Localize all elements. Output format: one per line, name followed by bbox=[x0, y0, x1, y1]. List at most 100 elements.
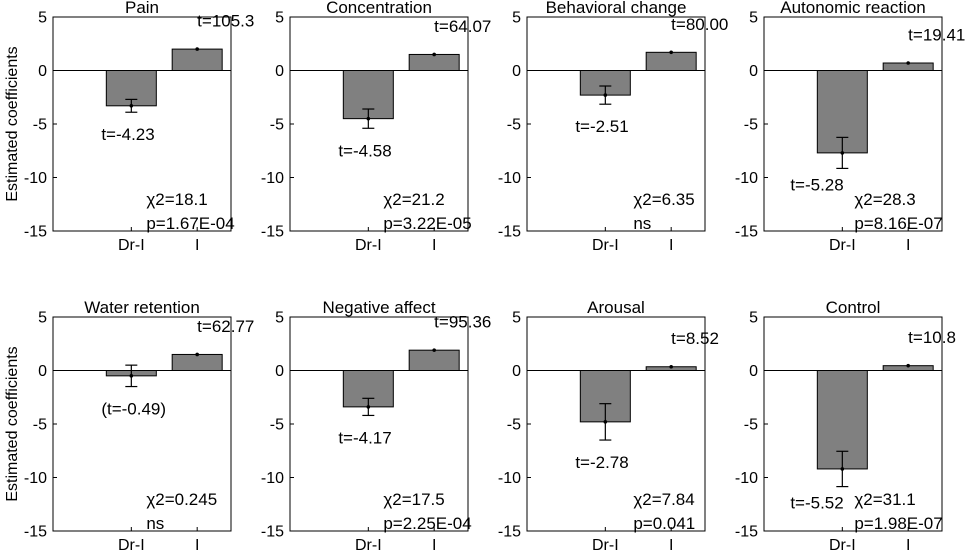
y-tick-label: -15 bbox=[24, 524, 47, 541]
data-label: t=64.07 bbox=[434, 17, 491, 36]
y-tick-label: 5 bbox=[38, 10, 47, 27]
y-tick-label: 5 bbox=[38, 310, 47, 327]
data-label: t=-4.17 bbox=[338, 428, 391, 447]
chi-square-stat: χ2=18.1 bbox=[146, 190, 207, 209]
data-label: t=-5.52 bbox=[790, 494, 843, 513]
y-tick-label: -5 bbox=[507, 117, 521, 134]
x-tick-label: I bbox=[906, 237, 910, 254]
data-label: t=95.36 bbox=[434, 313, 491, 332]
y-tick-label: 0 bbox=[749, 63, 758, 80]
x-tick-label: Dr-I bbox=[355, 237, 382, 254]
p-value: p=8.16E-07 bbox=[854, 214, 942, 233]
x-tick-label: I bbox=[432, 237, 436, 254]
y-tick-label: 0 bbox=[275, 363, 284, 380]
mean-marker bbox=[195, 352, 199, 357]
y-tick-label: 0 bbox=[749, 363, 758, 380]
x-tick-label: I bbox=[906, 537, 910, 554]
y-tick-label: -15 bbox=[498, 524, 521, 541]
y-tick-label: -15 bbox=[498, 224, 521, 241]
data-label: t=19.41 bbox=[908, 25, 965, 44]
mean-marker bbox=[366, 405, 371, 409]
mean-marker bbox=[366, 116, 371, 121]
panel-title: Negative affect bbox=[322, 298, 435, 317]
panel-title: Pain bbox=[125, 0, 159, 17]
panel-title: Concentration bbox=[326, 0, 432, 17]
y-tick-label: -10 bbox=[498, 470, 521, 487]
x-tick-label: Dr-I bbox=[118, 237, 145, 254]
panel-title: Control bbox=[826, 298, 881, 317]
data-label: t=-4.23 bbox=[101, 125, 154, 144]
x-tick-label: I bbox=[669, 237, 673, 254]
mean-marker bbox=[906, 363, 910, 368]
mean-marker bbox=[129, 104, 134, 108]
mean-marker bbox=[432, 52, 436, 57]
y-tick-label: -5 bbox=[744, 417, 758, 434]
data-label: (t=-0.49) bbox=[101, 400, 166, 419]
y-tick-label: -10 bbox=[24, 470, 47, 487]
y-tick-label: -15 bbox=[24, 224, 47, 241]
p-value: p=2.25E-04 bbox=[383, 514, 471, 533]
y-tick-label: -15 bbox=[261, 224, 284, 241]
data-label: t=105.3 bbox=[197, 12, 254, 31]
y-tick-label: 0 bbox=[38, 363, 47, 380]
bar-i bbox=[171, 353, 223, 372]
mean-marker bbox=[603, 93, 608, 97]
panel-title: Autonomic reaction bbox=[780, 0, 926, 17]
y-tick-label: 0 bbox=[38, 63, 47, 80]
x-tick-label: Dr-I bbox=[355, 537, 382, 554]
chi-square-stat: χ2=28.3 bbox=[854, 190, 915, 209]
data-label: t=62.77 bbox=[197, 317, 254, 336]
mean-marker bbox=[669, 50, 673, 55]
p-value: p=0.041 bbox=[633, 514, 695, 533]
x-tick-label: I bbox=[195, 237, 199, 254]
mean-marker bbox=[432, 348, 436, 352]
data-label: t=10.8 bbox=[908, 328, 956, 347]
y-tick-label: -15 bbox=[735, 524, 758, 541]
y-tick-label: -10 bbox=[498, 170, 521, 187]
y-tick-label: 5 bbox=[512, 310, 521, 327]
data-label: t=80.00 bbox=[671, 15, 728, 34]
y-tick-label: 5 bbox=[512, 10, 521, 27]
x-tick-label: Dr-I bbox=[829, 537, 856, 554]
bar-i bbox=[408, 53, 460, 71]
p-value: ns bbox=[146, 514, 164, 533]
mean-marker bbox=[840, 151, 845, 155]
y-tick-label: -10 bbox=[735, 170, 758, 187]
mean-marker bbox=[129, 374, 134, 378]
y-tick-label: -10 bbox=[24, 170, 47, 187]
y-axis-label: Estimated coefficients bbox=[4, 46, 21, 201]
mean-marker bbox=[906, 61, 910, 65]
y-tick-label: -15 bbox=[261, 524, 284, 541]
x-tick-label: Dr-I bbox=[592, 237, 619, 254]
y-tick-label: 5 bbox=[275, 310, 284, 327]
y-tick-label: -10 bbox=[735, 470, 758, 487]
y-tick-label: -10 bbox=[261, 470, 284, 487]
panel-title: Arousal bbox=[587, 298, 645, 317]
p-value: p=1.67E-04 bbox=[146, 214, 234, 233]
x-tick-label: I bbox=[195, 537, 199, 554]
data-label: t=-5.28 bbox=[790, 175, 843, 194]
chi-square-stat: χ2=17.5 bbox=[383, 490, 444, 509]
bar-i bbox=[171, 48, 223, 71]
x-tick-label: I bbox=[669, 537, 673, 554]
mean-marker bbox=[603, 420, 608, 424]
y-tick-label: -10 bbox=[261, 170, 284, 187]
y-tick-label: 5 bbox=[275, 10, 284, 27]
bar-i bbox=[408, 349, 460, 372]
mean-marker bbox=[669, 364, 673, 369]
chi-square-stat: χ2=21.2 bbox=[383, 190, 444, 209]
p-value: p=3.22E-05 bbox=[383, 214, 471, 233]
x-tick-label: Dr-I bbox=[592, 537, 619, 554]
p-value: ns bbox=[633, 214, 651, 233]
data-label: t=-2.51 bbox=[575, 117, 628, 136]
y-tick-label: -5 bbox=[270, 117, 284, 134]
y-tick-label: 0 bbox=[512, 363, 521, 380]
y-tick-label: -5 bbox=[33, 117, 47, 134]
y-tick-label: 5 bbox=[749, 310, 758, 327]
y-tick-label: -5 bbox=[744, 117, 758, 134]
p-value: p=1.98E-07 bbox=[854, 514, 942, 533]
x-tick-label: Dr-I bbox=[118, 537, 145, 554]
mean-marker bbox=[840, 467, 845, 471]
x-tick-label: Dr-I bbox=[829, 237, 856, 254]
